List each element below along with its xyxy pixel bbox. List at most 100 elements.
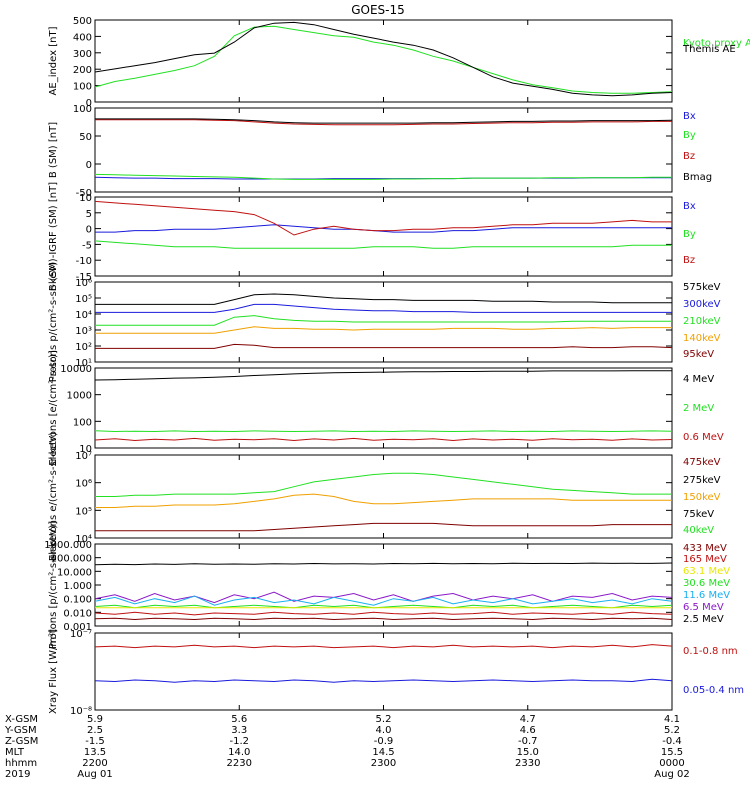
ephemeris-value: 5.6 (231, 714, 247, 725)
ephemeris-value: -0.9 (374, 736, 394, 747)
y-tick-label: 10⁻⁸ (70, 706, 92, 717)
series-line-bmag (95, 118, 673, 124)
ephemeris-value: 14.0 (228, 747, 250, 758)
y-tick-label: 300 (73, 49, 92, 60)
y-tick-label: 100.000 (51, 554, 92, 565)
ephemeris-value: Aug 01 (77, 769, 112, 780)
series-line-433-mev (94, 617, 673, 621)
y-tick-label: 50 (79, 132, 92, 143)
legend-label: 575keV (683, 282, 721, 293)
y-tick-label: 0 (86, 98, 92, 109)
legend-label: Bz (683, 255, 695, 266)
series-line-11-6-mev (94, 595, 673, 606)
y-tick-label: 10⁷ (75, 451, 92, 462)
y-tick-label: 10⁵ (75, 294, 92, 305)
legend-label: Bz (683, 151, 695, 162)
legend-label: Themis AE (682, 44, 736, 55)
legend-label: 140keV (683, 333, 721, 344)
legend-label: Bmag (683, 172, 712, 183)
series-line-95kev (95, 343, 673, 349)
y-tick-label: 0 (86, 160, 92, 171)
series-line-bx (95, 224, 672, 233)
series-line-140kev (95, 326, 672, 334)
y-tick-label: -15 (76, 272, 92, 283)
ephemeris-value: 15.0 (517, 747, 539, 758)
legend-label: 0.6 MeV (683, 432, 724, 443)
y-tick-label: 100 (73, 417, 92, 428)
y-tick-label: 10² (75, 342, 92, 353)
y-tick-label: 5 (86, 209, 92, 220)
y-tick-label: 10 (79, 444, 92, 455)
y-tick-label: 0.010 (63, 608, 92, 619)
legend-label: By (683, 130, 696, 141)
series-line-bz (94, 200, 672, 236)
panel-3-ylabel: B (SM)-IGRF (SM) [nT] (48, 182, 59, 291)
y-tick-label: 1.000 (63, 581, 92, 592)
legend-label: 165 MeV (683, 554, 727, 565)
ephemeris-value: 5.2 (376, 714, 392, 725)
panel-6-ylabel: Electrons e/(cm²-s-sr-keV) (48, 432, 59, 561)
legend-label: 2 MeV (683, 403, 714, 414)
ephemeris-value: 13.5 (84, 747, 106, 758)
series-line-40kev (95, 472, 672, 497)
y-tick-label: 0.100 (63, 595, 92, 606)
y-tick-label: -5 (82, 240, 92, 251)
legend-label: Bx (683, 201, 696, 212)
panel-3-frame (94, 196, 673, 277)
series-line-by (94, 240, 672, 249)
y-tick-label: 0.001 (63, 622, 92, 633)
y-tick-label: 10⁴ (75, 534, 92, 545)
legend-label: 63.1 MeV (683, 566, 730, 577)
y-tick-label: 0 (86, 225, 92, 236)
ephemeris-value: 3.3 (231, 725, 247, 736)
panel-5-frame (94, 367, 673, 449)
ephemeris-value: 2.5 (87, 725, 103, 736)
series-line-by (94, 173, 672, 180)
legend-label: 0.05-0.4 nm (683, 685, 744, 696)
legend-label: 75keV (683, 509, 714, 520)
panel-1-ylabel: AE_index [nT] (48, 26, 59, 95)
legend-label: 6.5 MeV (683, 602, 724, 613)
panel-1-frame (94, 19, 673, 103)
series-line-kyoto-proxy-ae (94, 25, 673, 94)
series-line-themis-ae (94, 21, 673, 97)
ephemeris-value: 4.7 (520, 714, 536, 725)
legend-label: 95keV (683, 349, 714, 360)
ephemeris-row-label: hhmm (5, 758, 37, 769)
panel-7-ylabel: Protons [p/(cm²-s-sr-keV)] (48, 521, 59, 649)
legend-label: 150keV (683, 492, 721, 503)
ephemeris-row-label: Z-GSM (5, 736, 38, 747)
y-tick-label: 10⁶ (75, 479, 92, 490)
series-line-4-mev (94, 370, 672, 381)
legend-label: Bx (683, 111, 696, 122)
ephemeris-row-label: MLT (5, 747, 25, 758)
series-line-575kev (95, 293, 672, 305)
series-line-bz (95, 119, 672, 126)
legend-label: 40keV (683, 525, 714, 536)
ephemeris-value: 14.5 (372, 747, 394, 758)
legend-label: Kyoto proxy AE (683, 38, 750, 49)
panel-8-ylabel: Xray Flux [W/m²] (48, 629, 59, 714)
series-line-0-1-0-8-nm (94, 644, 673, 649)
y-tick-label: 10.000 (57, 567, 92, 578)
panel-2-ylabel: B (SM) [nT] (48, 122, 59, 178)
legend-label: 30.6 MeV (683, 578, 730, 589)
ephemeris-row-label: Y-GSM (4, 725, 37, 736)
y-tick-label: 1000 (67, 391, 92, 402)
y-tick-label: 10³ (75, 326, 92, 337)
ephemeris-value: 5.2 (664, 725, 680, 736)
y-tick-label: 10⁴ (75, 310, 92, 321)
ephemeris-value: 2330 (515, 758, 540, 769)
ephemeris-row-label: X-GSM (5, 714, 38, 725)
series-line-2-mev (94, 430, 673, 433)
y-tick-label: 10¹ (75, 358, 92, 369)
series-line-2-5-mev (94, 562, 673, 566)
legend-label: 475keV (683, 457, 721, 468)
ephemeris-value: -0.7 (518, 736, 538, 747)
y-tick-label: 10⁶ (75, 278, 92, 289)
ephemeris-value: -1.5 (85, 736, 105, 747)
y-tick-label: -10 (76, 256, 92, 267)
ephemeris-row-label: 2019 (5, 769, 30, 780)
series-line-0-05-0-4-nm (94, 678, 673, 683)
